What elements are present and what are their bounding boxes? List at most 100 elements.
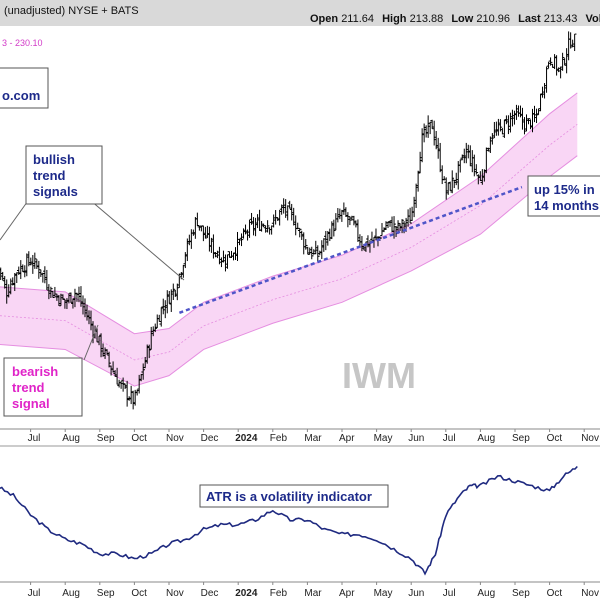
price-bar (115, 367, 119, 385)
price-bar (271, 214, 276, 228)
price-bar (394, 225, 398, 238)
bullish-line-1: bullish (33, 152, 75, 167)
price-bar (468, 145, 473, 167)
price-bar (249, 212, 254, 225)
high-value: 213.88 (410, 13, 444, 25)
price-bar (518, 105, 523, 118)
price-bar (352, 215, 356, 226)
low-value: 210.96 (476, 13, 510, 25)
price-bar (299, 230, 304, 240)
price-bar (251, 217, 256, 236)
price-bar (69, 292, 73, 303)
price-bar (414, 183, 418, 208)
price-axis-tick-label: Sep (512, 433, 530, 444)
price-bar (141, 363, 145, 380)
price-axis-tick-label: Aug (477, 433, 495, 444)
price-bar (386, 221, 390, 229)
price-bar (123, 383, 127, 389)
price-bar (416, 170, 420, 192)
atr-label: ATR is a volatility indicator (206, 489, 372, 504)
price-bar (55, 293, 59, 301)
price-bar (289, 203, 294, 221)
price-bar (85, 304, 89, 321)
price-axis-tick-label: Apr (339, 433, 355, 444)
price-panel (0, 31, 578, 410)
price-bar (462, 148, 467, 164)
price-bar (344, 207, 348, 217)
price-bar (285, 205, 290, 221)
price-bar (67, 293, 71, 304)
price-bar (486, 147, 491, 152)
price-bar (24, 253, 29, 277)
price-bar (448, 181, 453, 191)
ohlc-readout: Open 211.64 High 213.88 Low 210.96 Last … (310, 13, 600, 25)
price-bar (428, 121, 432, 135)
price-bar (195, 212, 200, 227)
price-bar (350, 215, 354, 221)
price-bar (117, 379, 121, 388)
price-bar (129, 385, 133, 405)
price-bar (235, 231, 240, 261)
site-box (0, 67, 49, 109)
price-bar (205, 225, 210, 238)
price-bar (315, 245, 320, 262)
price-bar (484, 147, 489, 174)
price-bar (31, 254, 35, 274)
atr-axis-tick-label: Aug (477, 588, 495, 599)
price-bar (143, 356, 147, 369)
price-axis-tick-label: Dec (201, 433, 219, 444)
price-bar (111, 361, 115, 373)
price-bar (293, 215, 298, 236)
price-bar (330, 221, 334, 240)
price-bar (408, 207, 412, 224)
price-bar (221, 250, 226, 263)
price-bar (336, 208, 340, 223)
atr-panel (0, 465, 578, 576)
price-bar (165, 290, 170, 314)
price-bar (281, 198, 286, 214)
price-bar (49, 286, 53, 298)
price-bar (29, 257, 33, 266)
price-bar (548, 57, 553, 66)
price-bar (259, 221, 264, 232)
price-bar (35, 259, 39, 269)
price-bar (434, 130, 438, 150)
price-bar (319, 240, 324, 260)
price-bar (215, 250, 220, 259)
price-bar (540, 86, 545, 98)
atr-line (0, 465, 578, 576)
price-bar (261, 223, 266, 228)
price-bar (317, 250, 322, 256)
price-bar (99, 333, 103, 358)
atr-label-box (199, 484, 389, 508)
price-bar (326, 230, 330, 246)
price-bar (199, 225, 204, 232)
price-bar (22, 265, 27, 278)
price-bar (203, 226, 208, 239)
price-bar (145, 344, 150, 364)
price-bar (61, 294, 65, 300)
price-bar (498, 119, 503, 132)
price-bar (466, 144, 471, 159)
trendline (178, 185, 523, 314)
bullish-box (25, 145, 103, 205)
price-bar (121, 377, 125, 392)
price-bar (366, 235, 370, 248)
price-bar (572, 33, 577, 52)
price-bar (374, 228, 378, 241)
price-bar (12, 273, 17, 292)
price-bar (356, 219, 360, 242)
atr-axis-tick-label: Oct (131, 588, 147, 599)
price-bar (229, 250, 234, 258)
price-bar (324, 230, 328, 251)
price-bar (277, 209, 282, 226)
price-bar (125, 380, 129, 407)
price-bar (175, 283, 180, 301)
price-bar (458, 159, 463, 173)
price-bar (570, 39, 575, 48)
price-bar (536, 108, 541, 115)
price-bar (193, 217, 198, 239)
price-bar (346, 212, 350, 228)
high-label: High (382, 13, 407, 25)
